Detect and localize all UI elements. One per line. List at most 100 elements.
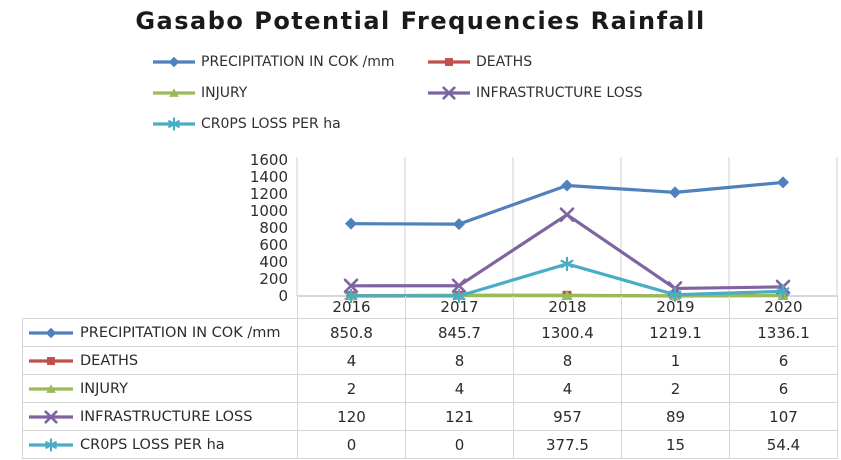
legend-key-x-icon — [428, 86, 470, 100]
table-row-precipitation-in-cok-mm: PRECIPITATION IN COK /mm 850.8 845.7 1300.4… — [22, 318, 838, 347]
legend-key-square-icon — [29, 356, 73, 365]
value-cell-precipitation-in-cok-mm-2018: 1300.4 — [513, 318, 622, 347]
marker-asterisk-icon — [560, 256, 574, 272]
series-label-cell: CR0PS LOSS PER ha — [22, 430, 298, 459]
value-cell-deaths-2016: 4 — [297, 346, 406, 375]
legend-item-deaths[interactable]: DEATHS — [427, 52, 532, 72]
table-row-injury: INJURY 2 4 4 2 6 — [22, 374, 838, 403]
value-cell-cr0ps-loss-per-ha-2020: 54.4 — [729, 430, 838, 459]
series-name-label: INJURY — [80, 380, 129, 397]
value-cell-infrastructure-loss-2019: 89 — [621, 402, 730, 431]
series-name-label: INFRASTRUCTURE LOSS — [80, 408, 253, 425]
series-label-wrap: INJURY — [24, 380, 297, 397]
series-name-label: PRECIPITATION IN COK /mm — [80, 324, 281, 341]
y-tick-label: 1400 — [249, 168, 288, 186]
legend-label-infrastructure-loss: INFRASTRUCTURE LOSS — [476, 85, 643, 101]
value-cell-deaths-2018: 8 — [513, 346, 622, 375]
marker-diamond-icon — [453, 218, 465, 231]
legend-label-precipitation-in-cok-mm: PRECIPITATION IN COK /mm — [201, 54, 395, 70]
value-cell-precipitation-in-cok-mm-2016: 850.8 — [297, 318, 406, 347]
marker-diamond-icon — [561, 179, 573, 192]
legend-item-precipitation-in-cok-mm[interactable]: PRECIPITATION IN COK /mm — [152, 52, 395, 72]
marker-x-icon — [44, 409, 58, 424]
chart-title: Gasabo Potential Frequencies Rainfall — [135, 7, 706, 35]
series-label-wrap: INFRASTRUCTURE LOSS — [24, 408, 297, 425]
marker-square-icon — [445, 58, 453, 66]
legend-key-diamond-icon — [29, 327, 73, 338]
marker-asterisk-icon — [45, 437, 57, 452]
legend-key-x-icon — [29, 409, 73, 424]
table-row-infrastructure-loss: INFRASTRUCTURE LOSS 120 121 957 89 107 — [22, 402, 838, 431]
marker-diamond-icon — [45, 327, 57, 338]
value-cell-deaths-2020: 6 — [729, 346, 838, 375]
series-line-cr0ps-loss-per-ha — [349, 262, 785, 298]
series-label-wrap: PRECIPITATION IN COK /mm — [24, 324, 297, 341]
marker-x-icon — [559, 207, 575, 222]
series-label-wrap: CR0PS LOSS PER ha — [24, 436, 297, 453]
year-header-cell-2019: 2019 — [621, 296, 730, 319]
value-cell-injury-2019: 2 — [621, 374, 730, 403]
year-header-cell-2020: 2020 — [729, 296, 838, 319]
marker-triangle-icon — [169, 88, 179, 97]
legend-item-cr0ps-loss-per-ha[interactable]: CR0PS LOSS PER ha — [152, 114, 341, 134]
table-corner-blank-cell — [23, 296, 298, 319]
value-cell-injury-2020: 6 — [729, 374, 838, 403]
y-tick-label: 1000 — [249, 202, 288, 220]
series-name-label: CR0PS LOSS PER ha — [80, 436, 225, 453]
marker-asterisk-icon — [168, 117, 180, 131]
chart-data-table: 2016 2017 2018 2019 2020 PRECIPITATION IN CO… — [22, 296, 838, 459]
y-tick-label: 0 — [278, 287, 288, 305]
year-header-cell-2018: 2018 — [513, 296, 622, 319]
value-cell-infrastructure-loss-2016: 120 — [297, 402, 406, 431]
legend-label-deaths: DEATHS — [476, 54, 533, 70]
series-name-label: DEATHS — [80, 352, 139, 369]
series-line-infrastructure-loss — [349, 213, 785, 291]
value-cell-cr0ps-loss-per-ha-2016: 0 — [297, 430, 406, 459]
legend-key-triangle-icon — [29, 383, 73, 393]
legend-item-injury[interactable]: INJURY — [152, 83, 247, 103]
series-label-cell: DEATHS — [22, 346, 298, 375]
marker-x-icon — [343, 278, 359, 294]
legend-key-triangle-icon — [153, 88, 195, 97]
legend-key-asterisk-icon — [29, 437, 73, 452]
legend-key-asterisk-icon — [153, 117, 195, 131]
marker-x-icon — [451, 278, 467, 294]
value-cell-cr0ps-loss-per-ha-2019: 15 — [621, 430, 730, 459]
legend-label-injury: INJURY — [201, 85, 248, 101]
marker-diamond-icon — [168, 56, 180, 68]
y-tick-label: 1200 — [249, 185, 288, 203]
y-tick-label: 400 — [259, 253, 288, 271]
value-cell-injury-2018: 4 — [513, 374, 622, 403]
value-cell-precipitation-in-cok-mm-2019: 1219.1 — [621, 318, 730, 347]
y-tick-label: 200 — [259, 270, 288, 288]
data-table-body: PRECIPITATION IN COK /mm 850.8 845.7 1300.4… — [22, 318, 838, 459]
marker-x-icon — [667, 281, 683, 296]
value-cell-infrastructure-loss-2017: 121 — [405, 402, 514, 431]
value-cell-injury-2017: 4 — [405, 374, 514, 403]
value-cell-infrastructure-loss-2020: 107 — [729, 402, 838, 431]
y-tick-label: 1600 — [249, 151, 288, 169]
table-row-cr0ps-loss-per-ha: CR0PS LOSS PER ha 0 0 377.5 15 54.4 — [22, 430, 838, 459]
value-cell-deaths-2017: 8 — [405, 346, 514, 375]
marker-x-icon — [775, 279, 791, 295]
series-label-cell: PRECIPITATION IN COK /mm — [22, 318, 298, 347]
year-header-cell-2017: 2017 — [405, 296, 514, 319]
y-tick-label: 600 — [259, 236, 288, 254]
legend-item-infrastructure-loss[interactable]: INFRASTRUCTURE LOSS — [427, 83, 643, 103]
marker-diamond-icon — [669, 186, 681, 199]
table-row-deaths: DEATHS 4 8 8 1 6 — [22, 346, 838, 375]
marker-triangle-icon — [46, 383, 56, 393]
series-label-cell: INFRASTRUCTURE LOSS — [22, 402, 298, 431]
marker-square-icon — [47, 356, 55, 365]
value-cell-deaths-2019: 1 — [621, 346, 730, 375]
legend-key-diamond-icon — [153, 56, 195, 68]
y-tick-label: 800 — [259, 219, 288, 237]
value-cell-cr0ps-loss-per-ha-2018: 377.5 — [513, 430, 622, 459]
value-cell-cr0ps-loss-per-ha-2017: 0 — [405, 430, 514, 459]
series-label-wrap: DEATHS — [24, 352, 297, 369]
legend-label-cr0ps-loss-per-ha: CR0PS LOSS PER ha — [201, 116, 341, 132]
year-header-cell-2016: 2016 — [297, 296, 406, 319]
value-cell-precipitation-in-cok-mm-2020: 1336.1 — [729, 318, 838, 347]
series-line-precipitation-in-cok-mm — [349, 180, 785, 226]
